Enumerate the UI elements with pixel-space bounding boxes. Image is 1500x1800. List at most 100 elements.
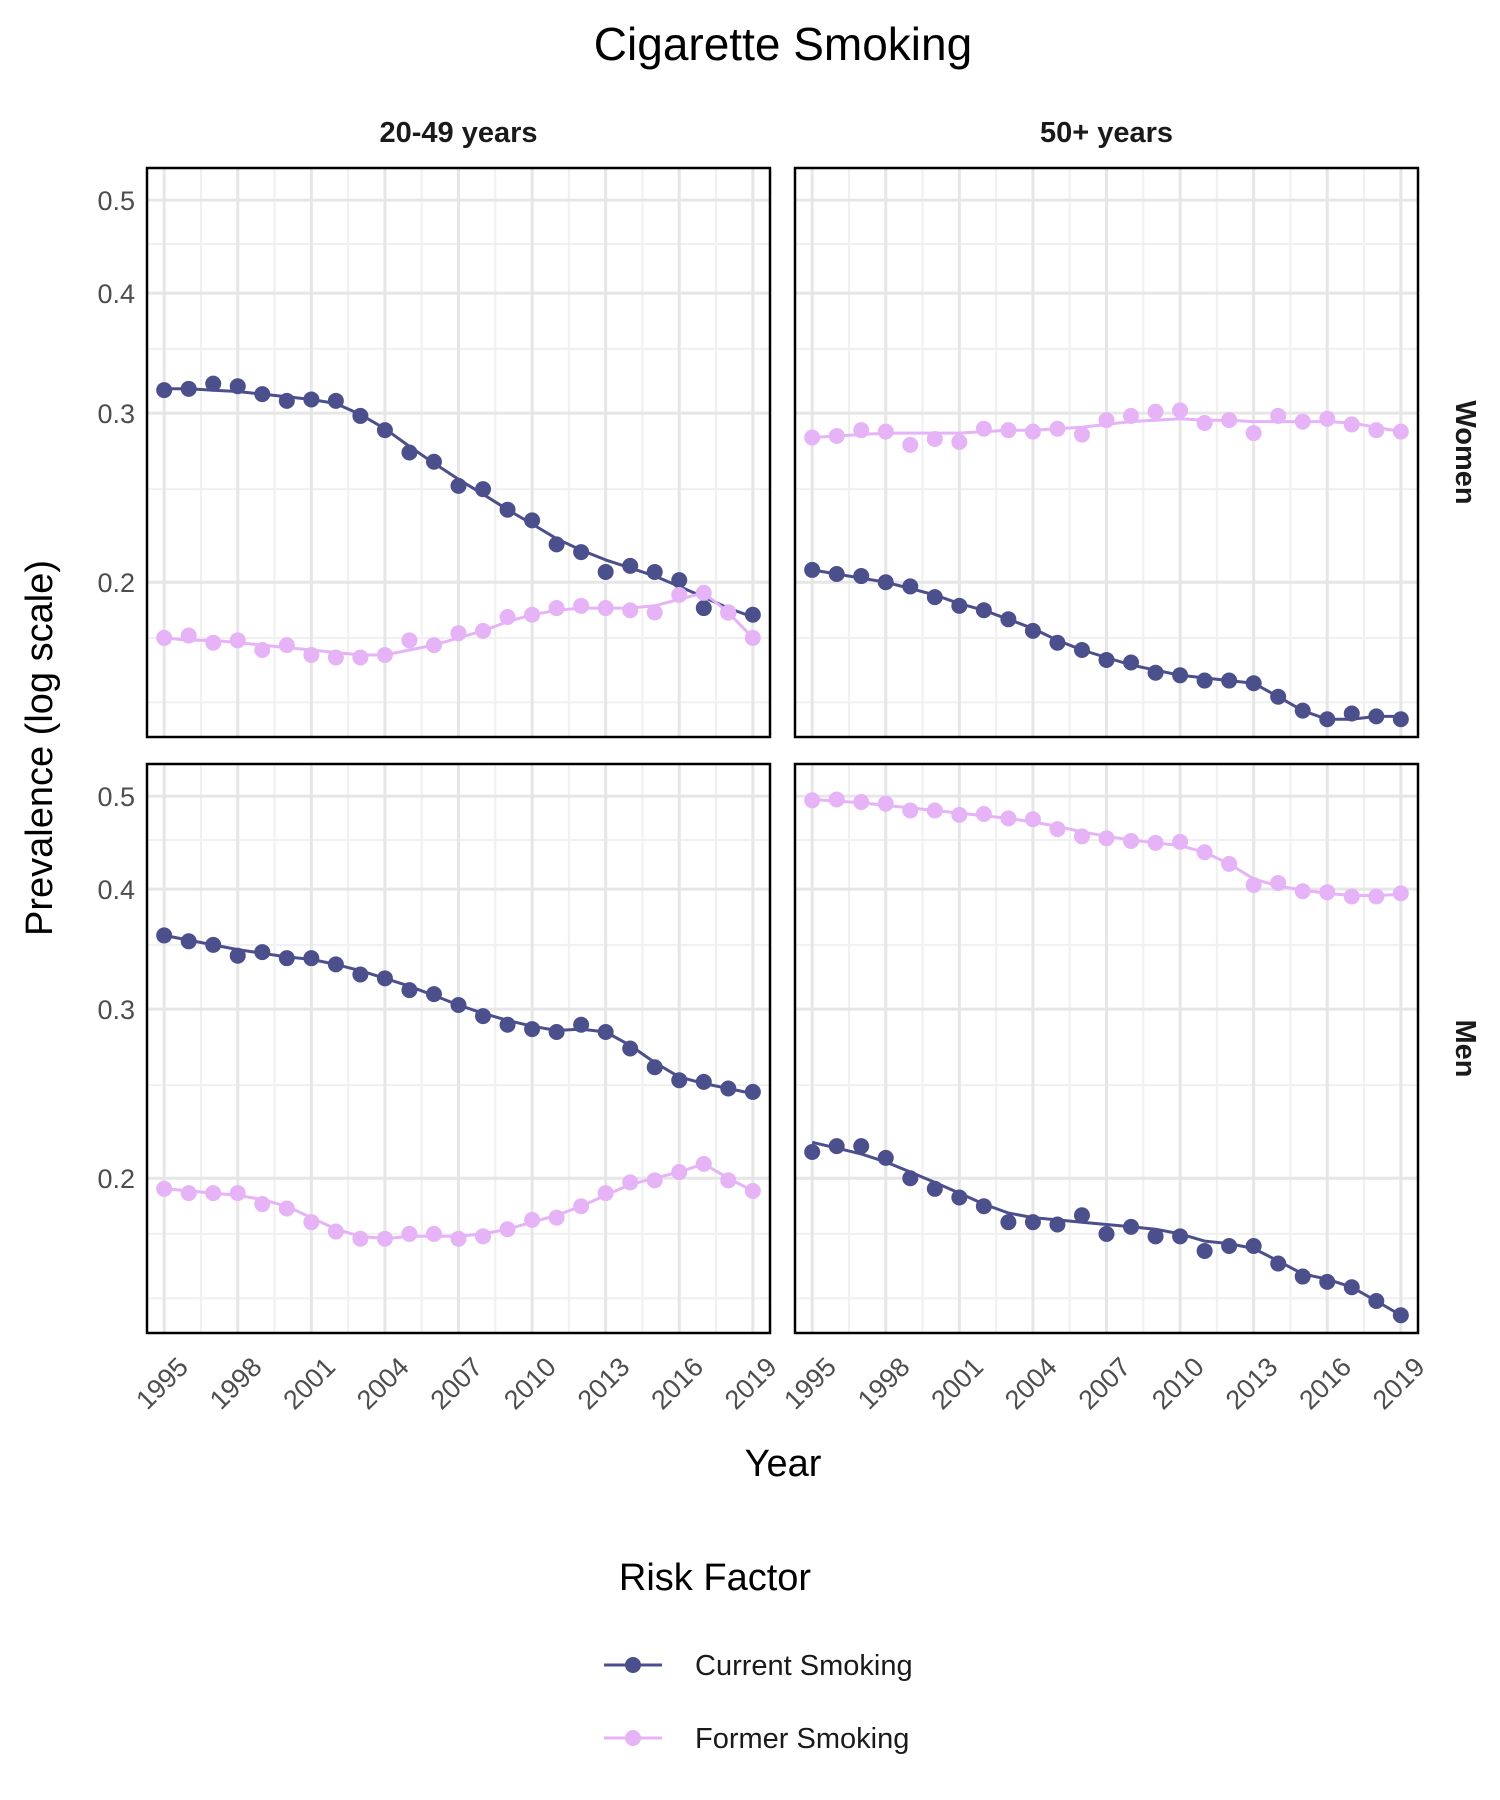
data-point	[450, 477, 467, 494]
data-point	[573, 597, 590, 614]
data-point	[646, 604, 663, 621]
data-point	[1073, 642, 1090, 659]
data-point	[975, 602, 992, 619]
data-point	[1343, 888, 1360, 905]
x-tick-label: 2007	[425, 1352, 489, 1416]
data-point	[1221, 855, 1238, 872]
series-former-smoking	[156, 1155, 761, 1247]
data-point	[1024, 811, 1041, 828]
data-point	[1073, 828, 1090, 845]
data-point	[1147, 834, 1164, 851]
data-point	[853, 793, 870, 810]
data-point	[1000, 611, 1017, 628]
series-current-smoking	[156, 927, 761, 1100]
data-point	[1098, 830, 1115, 847]
data-point	[352, 1230, 369, 1247]
x-tick-label: 2013	[1220, 1352, 1284, 1416]
data-point	[975, 1198, 992, 1215]
x-tick-label: 2013	[572, 1352, 636, 1416]
data-point	[1392, 885, 1409, 902]
data-point	[1000, 1214, 1017, 1231]
panel-border	[145, 762, 772, 1335]
x-tick-label: 2010	[498, 1352, 562, 1416]
data-point	[1245, 877, 1262, 894]
data-point	[352, 649, 369, 666]
data-point	[499, 609, 516, 626]
data-point	[622, 1174, 639, 1191]
data-point	[902, 802, 919, 819]
data-point	[1368, 1293, 1385, 1310]
data-point	[254, 1196, 271, 1213]
facet-row-label: Men	[1449, 1020, 1481, 1078]
data-point	[951, 597, 968, 614]
data-point	[1221, 672, 1238, 689]
data-point	[804, 1143, 821, 1160]
data-point	[926, 430, 943, 447]
legend-marker	[625, 1657, 641, 1673]
data-point	[1319, 711, 1336, 728]
data-point	[180, 933, 197, 950]
facet-row-label: Women	[1449, 400, 1481, 504]
data-point	[902, 436, 919, 453]
panel-border	[145, 166, 772, 739]
data-point	[1147, 1228, 1164, 1245]
legend-label: Former Smoking	[695, 1723, 909, 1755]
data-point	[1221, 412, 1238, 429]
data-point	[744, 1182, 761, 1199]
data-point	[156, 629, 173, 646]
data-point	[303, 1214, 320, 1231]
data-point	[205, 375, 222, 392]
data-point	[1024, 622, 1041, 639]
data-point	[804, 429, 821, 446]
x-tick-label: 2010	[1146, 1352, 1210, 1416]
data-point	[1319, 1273, 1336, 1290]
data-point	[1270, 874, 1287, 891]
data-point	[1392, 1307, 1409, 1324]
data-point	[828, 565, 845, 582]
data-point	[622, 557, 639, 574]
data-point	[671, 586, 688, 603]
data-point	[1123, 654, 1140, 671]
x-tick-label: 2004	[351, 1352, 415, 1416]
data-point	[877, 1149, 894, 1166]
data-point	[744, 629, 761, 646]
data-point	[951, 806, 968, 823]
series-former-smoking	[804, 791, 1409, 905]
data-point	[695, 584, 712, 601]
data-point	[499, 501, 516, 518]
data-point	[1172, 1228, 1189, 1245]
x-tick-label: 1995	[130, 1352, 194, 1416]
y-tick-label: 0.3	[97, 995, 135, 1025]
data-point	[254, 944, 271, 961]
data-point	[229, 947, 246, 964]
data-point	[1392, 423, 1409, 440]
data-point	[1098, 651, 1115, 668]
data-point	[1368, 888, 1385, 905]
chart-panels: 0.2 0.3 0.4 0.5 20-49 years 50+ years Women 0.2…	[97, 117, 1481, 1415]
data-point	[646, 1059, 663, 1076]
data-point	[524, 1211, 541, 1228]
data-point	[499, 1016, 516, 1033]
data-point	[1123, 1218, 1140, 1235]
data-point	[1319, 884, 1336, 901]
data-point	[1049, 821, 1066, 838]
data-point	[1245, 425, 1262, 442]
data-point	[1123, 407, 1140, 424]
data-point	[401, 982, 418, 999]
data-point	[352, 407, 369, 424]
data-point	[671, 1072, 688, 1089]
panel-20-49-years-women: 0.2 0.3 0.4 0.5 20-49 years	[97, 117, 772, 739]
data-point	[573, 544, 590, 561]
data-point	[327, 649, 344, 666]
data-point	[524, 1021, 541, 1038]
data-point	[401, 632, 418, 649]
series-former-smoking	[804, 402, 1409, 453]
x-tick-label: 1998	[204, 1352, 268, 1416]
data-point	[303, 950, 320, 967]
data-point	[1172, 667, 1189, 684]
data-point	[597, 563, 614, 580]
data-point	[828, 791, 845, 808]
data-point	[156, 927, 173, 944]
data-point	[646, 563, 663, 580]
x-axis-title: Year	[745, 1443, 822, 1485]
